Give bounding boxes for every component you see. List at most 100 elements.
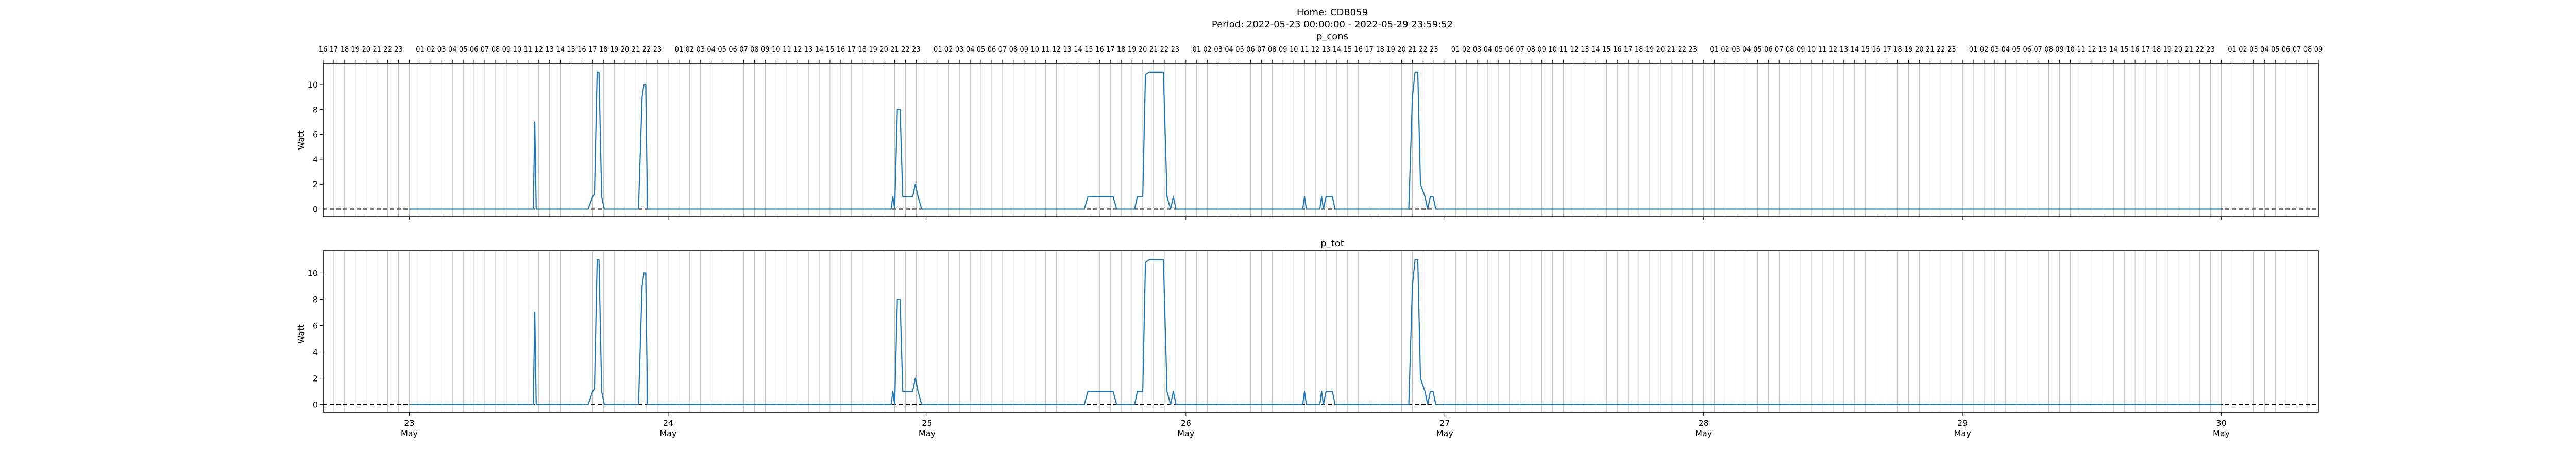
top-hour-label: 19 xyxy=(610,46,619,54)
top-hour-label: 02 xyxy=(2239,46,2247,54)
top-hour-label: 13 xyxy=(1322,46,1331,54)
x-tick-day-label: 23 xyxy=(404,418,414,428)
top-hour-label: 16 xyxy=(1872,46,1880,54)
top-hour-label: 01 xyxy=(675,46,684,54)
top-hour-label: 23 xyxy=(394,46,403,54)
top-hour-label: 17 xyxy=(330,46,338,54)
top-hour-label: 12 xyxy=(2088,46,2096,54)
top-hour-label: 05 xyxy=(718,46,726,54)
top-hour-label: 07 xyxy=(2293,46,2301,54)
top-hour-label: 09 xyxy=(502,46,511,54)
panel-p-tot: p_tot Watt 024681023May24May25May26May27… xyxy=(296,238,2319,438)
top-hour-label: 16 xyxy=(1613,46,1622,54)
top-hour-label: 08 xyxy=(1527,46,1535,54)
panel-title: p_cons xyxy=(1316,31,1348,42)
top-hour-label: 19 xyxy=(2163,46,2172,54)
top-hour-label: 09 xyxy=(1797,46,1805,54)
top-hour-label: 15 xyxy=(1084,46,1093,54)
top-hour-label: 11 xyxy=(2077,46,2086,54)
top-hour-label: 23 xyxy=(653,46,662,54)
top-hour-label: 20 xyxy=(2174,46,2183,54)
top-hour-label: 18 xyxy=(1376,46,1384,54)
top-hour-label: 01 xyxy=(934,46,942,54)
top-hour-label: 08 xyxy=(492,46,500,54)
x-tick-day-label: 28 xyxy=(1699,418,1709,428)
top-hour-label: 21 xyxy=(1149,46,1158,54)
top-hour-label: 08 xyxy=(2303,46,2312,54)
top-hour-label: 02 xyxy=(1203,46,1212,54)
top-hour-label: 09 xyxy=(2055,46,2064,54)
top-hour-label: 21 xyxy=(2185,46,2194,54)
top-hour-label: 16 xyxy=(1095,46,1104,54)
y-tick-label: 10 xyxy=(308,80,318,90)
top-hour-label: 20 xyxy=(879,46,888,54)
top-hour-label: 12 xyxy=(1052,46,1061,54)
top-hour-label: 06 xyxy=(2282,46,2291,54)
top-hour-label: 15 xyxy=(567,46,575,54)
top-hour-label: 19 xyxy=(1386,46,1395,54)
top-hour-label: 16 xyxy=(319,46,328,54)
top-hour-label: 19 xyxy=(869,46,877,54)
top-hour-label: 20 xyxy=(1139,46,1147,54)
x-tick-month-label: May xyxy=(1177,428,1194,438)
top-hour-label: 23 xyxy=(1430,46,1438,54)
top-hour-label: 01 xyxy=(1451,46,1460,54)
top-hour-label: 17 xyxy=(2142,46,2150,54)
top-hour-label: 09 xyxy=(2314,46,2323,54)
y-tick-label: 10 xyxy=(308,268,318,278)
top-hour-label: 13 xyxy=(1063,46,1072,54)
figure-subtitle: Period: 2022-05-23 00:00:00 - 2022-05-29… xyxy=(1212,19,1453,30)
panel-title: p_tot xyxy=(1320,238,1344,249)
y-tick-label: 4 xyxy=(313,155,318,164)
top-hour-label: 01 xyxy=(2228,46,2236,54)
top-hour-label: 01 xyxy=(1969,46,1978,54)
top-hour-label: 18 xyxy=(2153,46,2161,54)
top-hour-label: 22 xyxy=(1419,46,1428,54)
top-hour-label: 21 xyxy=(1667,46,1676,54)
top-hour-label: 11 xyxy=(1300,46,1309,54)
top-hour-label: 03 xyxy=(1473,46,1482,54)
top-hour-label: 05 xyxy=(459,46,468,54)
top-hour-label: 07 xyxy=(1775,46,1784,54)
top-hour-label: 18 xyxy=(1117,46,1126,54)
axes-frame xyxy=(323,250,2319,413)
top-hour-label: 14 xyxy=(815,46,824,54)
top-hour-label: 21 xyxy=(632,46,640,54)
top-hour-label: 11 xyxy=(523,46,532,54)
top-hour-label: 04 xyxy=(1742,46,1751,54)
top-hour-label: 13 xyxy=(1581,46,1589,54)
top-hour-label: 02 xyxy=(944,46,953,54)
top-hour-label: 03 xyxy=(955,46,964,54)
top-hour-label: 20 xyxy=(362,46,370,54)
top-hour-label: 08 xyxy=(1268,46,1277,54)
top-hour-label: 18 xyxy=(858,46,867,54)
y-tick-label: 2 xyxy=(313,179,318,189)
x-tick-day-label: 25 xyxy=(922,418,932,428)
top-hour-label: 10 xyxy=(1807,46,1816,54)
top-hour-label: 10 xyxy=(1030,46,1039,54)
y-tick-label: 4 xyxy=(313,347,318,357)
top-hour-label: 22 xyxy=(2195,46,2204,54)
y-tick-label: 8 xyxy=(313,105,318,114)
top-hour-label: 22 xyxy=(642,46,651,54)
x-tick-month-label: May xyxy=(2213,428,2230,438)
top-hour-label: 18 xyxy=(599,46,608,54)
x-tick-month-label: May xyxy=(401,428,418,438)
top-hour-label: 21 xyxy=(1408,46,1417,54)
top-hour-label: 22 xyxy=(1160,46,1169,54)
top-hour-label: 17 xyxy=(848,46,856,54)
top-hour-label: 04 xyxy=(2002,46,2010,54)
top-hour-label: 09 xyxy=(1537,46,1546,54)
top-hour-label: 03 xyxy=(1991,46,1999,54)
top-hour-label: 15 xyxy=(1602,46,1611,54)
top-hour-label: 09 xyxy=(1279,46,1287,54)
y-tick-label: 6 xyxy=(313,321,318,331)
top-hour-label: 07 xyxy=(998,46,1007,54)
top-hour-label: 23 xyxy=(1688,46,1697,54)
top-hour-label: 14 xyxy=(1591,46,1600,54)
top-hour-label: 05 xyxy=(2271,46,2280,54)
top-hour-label: 06 xyxy=(988,46,996,54)
top-hour-label: 05 xyxy=(1753,46,1762,54)
top-hour-label: 02 xyxy=(686,46,694,54)
